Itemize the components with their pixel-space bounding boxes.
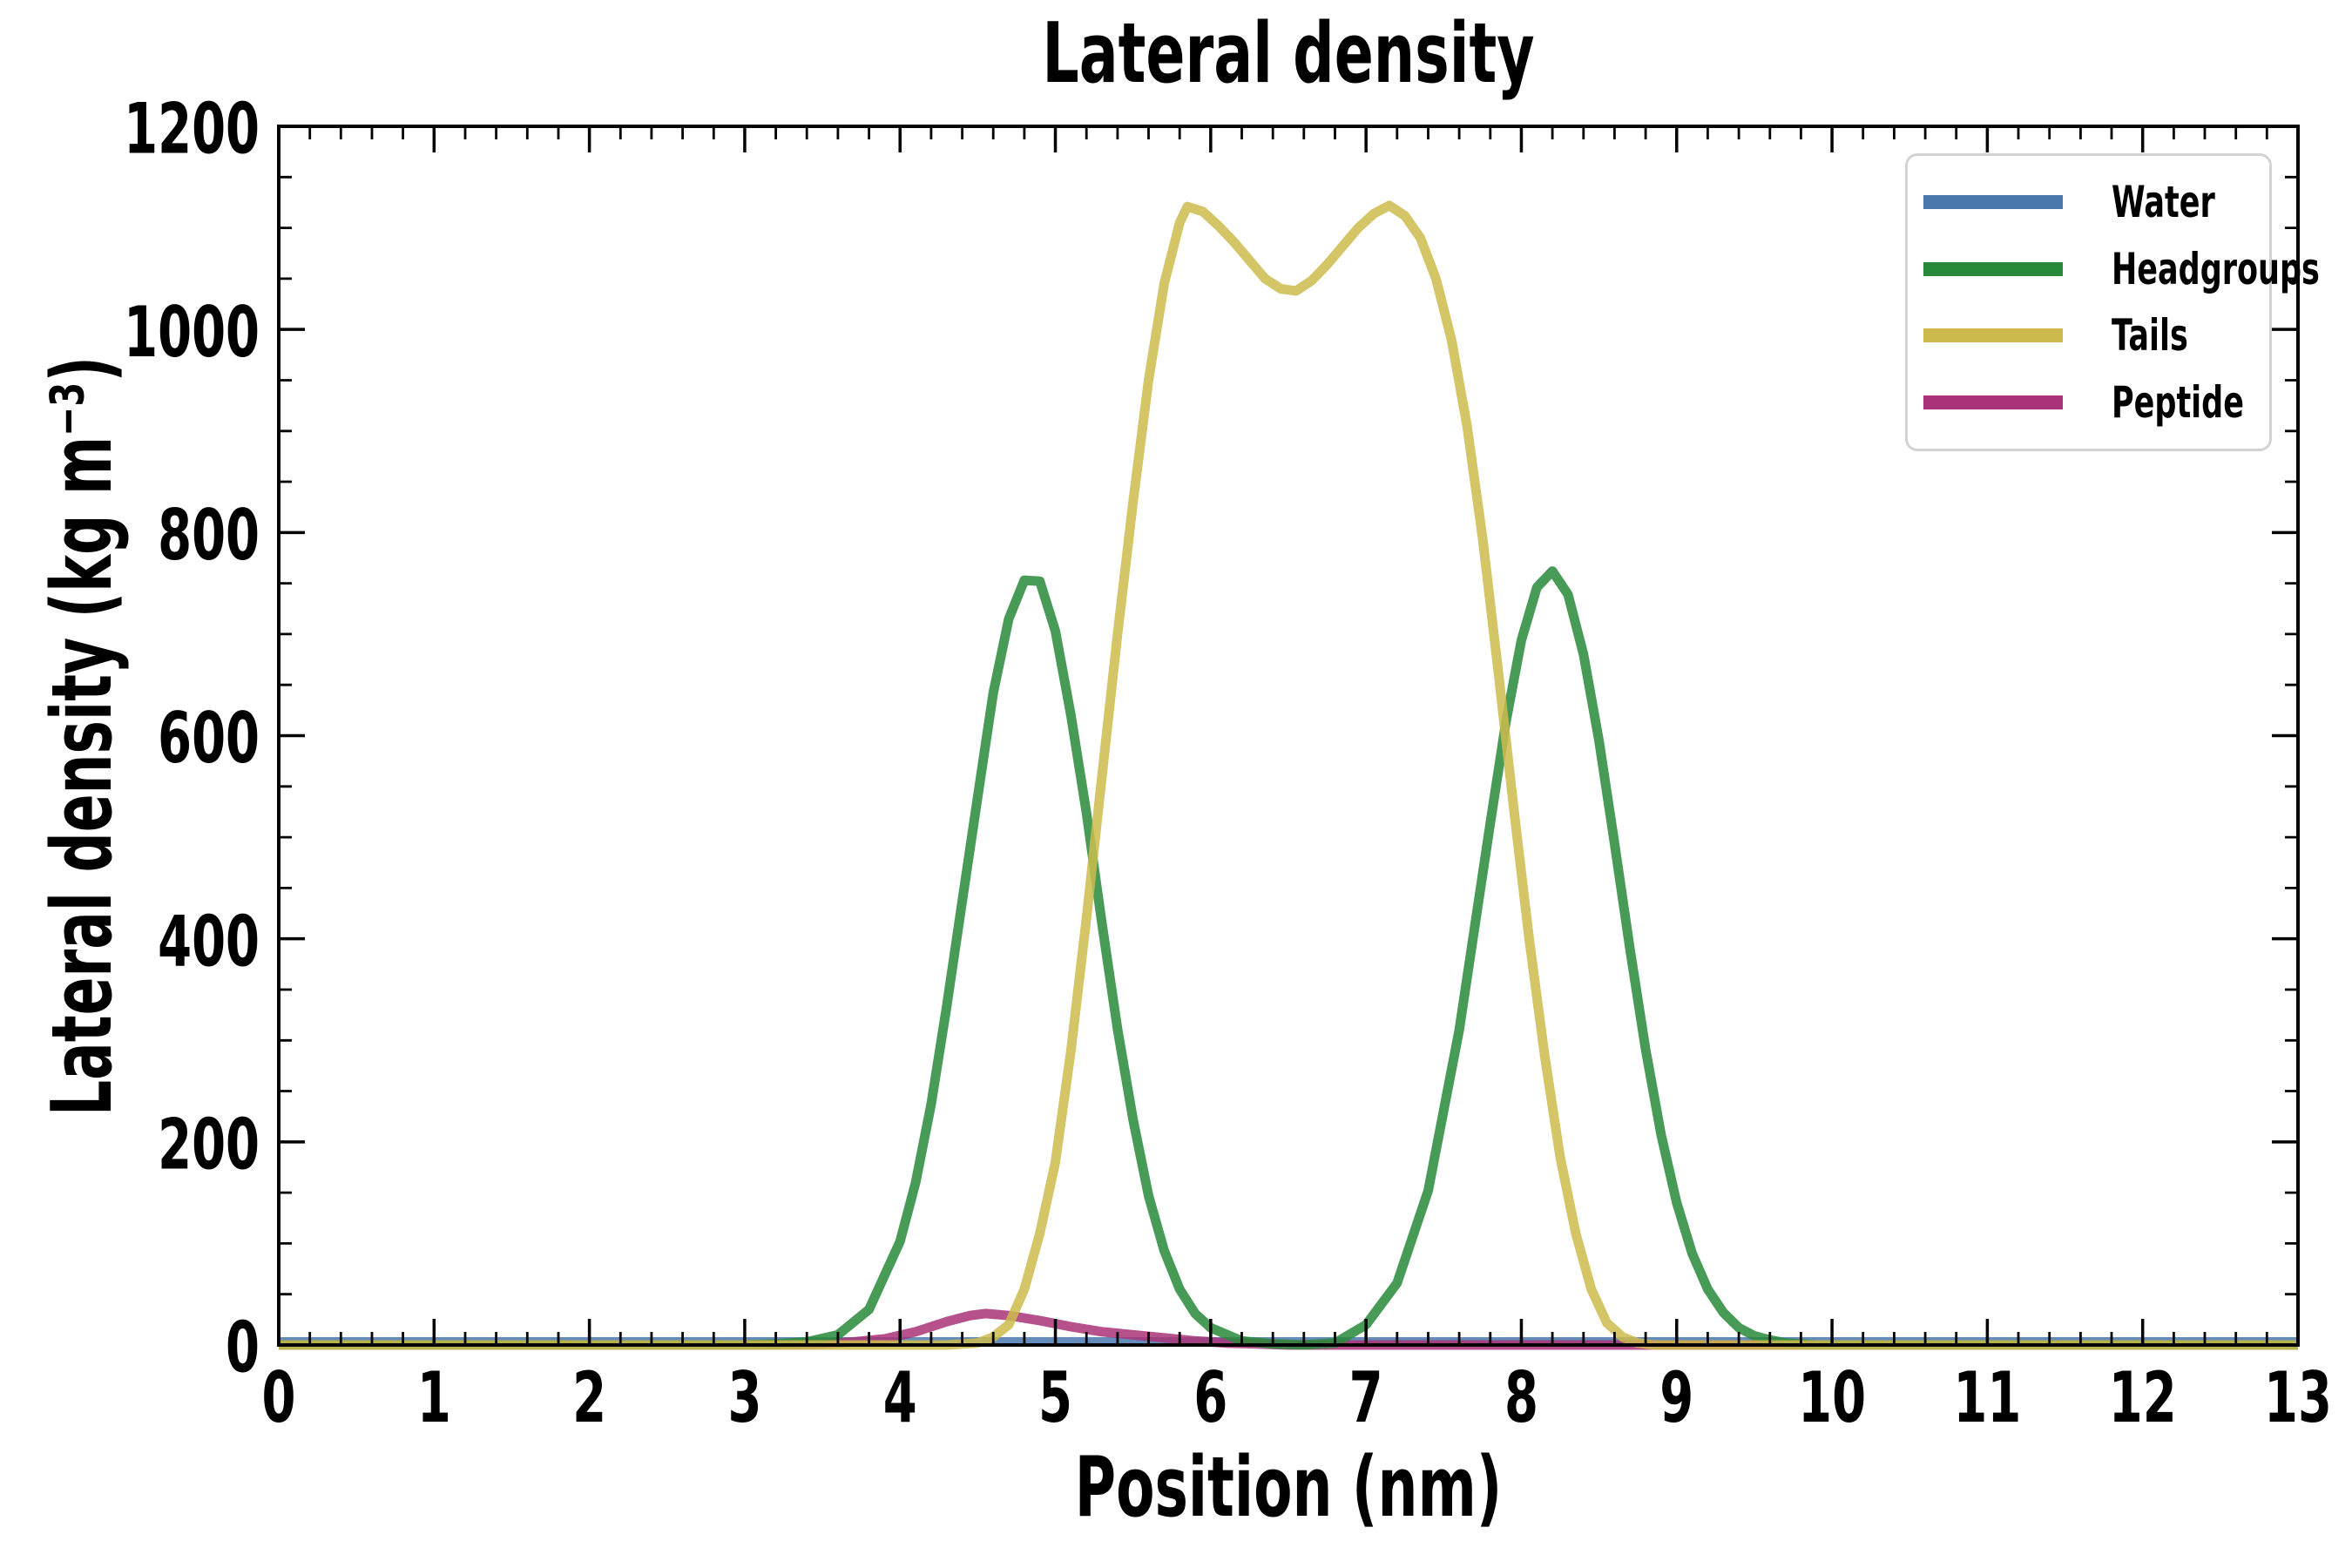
- legend-label-peptide: Peptide: [2112, 376, 2244, 428]
- legend-label-tails: Tails: [2112, 310, 2188, 362]
- water-line-swatch: [1923, 195, 2063, 210]
- y-tick-label: 0: [226, 1308, 260, 1389]
- x-tick-label: 10: [1798, 1358, 1866, 1439]
- y-tick-label: 800: [158, 496, 260, 577]
- x-tick-label: 9: [1659, 1358, 1693, 1439]
- x-tick-label: 8: [1504, 1358, 1538, 1439]
- major-ticks: [277, 125, 2300, 1347]
- x-tick-label: 1: [417, 1358, 451, 1439]
- series-headgroups-line: [279, 566, 2298, 1350]
- legend-item-headgroups: Headgroups: [1923, 244, 2320, 294]
- legend-item-tails: Tails: [1923, 310, 2269, 361]
- x-tick-label: 4: [883, 1358, 917, 1439]
- x-tick-label: 12: [2109, 1358, 2177, 1439]
- y-tick-label: 200: [158, 1105, 260, 1186]
- x-tick-label: 2: [572, 1358, 606, 1439]
- minor-ticks: [279, 126, 2298, 1345]
- chart-title: Lateral density: [1042, 6, 1535, 102]
- x-tick-label: 5: [1038, 1358, 1072, 1439]
- x-axis-label: Position (nm): [1074, 1440, 1503, 1536]
- x-tick-label: 11: [1953, 1358, 2021, 1439]
- y-tick-label: 1200: [124, 90, 260, 171]
- y-tick-label: 400: [158, 902, 260, 983]
- y-tick-label: 1000: [124, 293, 260, 374]
- legend-item-water: Water: [1923, 177, 2269, 227]
- x-tick-label: 3: [727, 1358, 761, 1439]
- legend-label-water: Water: [2112, 177, 2215, 228]
- tails-line-swatch: [1923, 328, 2063, 343]
- x-tick-label: 0: [262, 1358, 296, 1439]
- x-tick-label: 7: [1349, 1358, 1383, 1439]
- x-tick-label: 13: [2264, 1358, 2332, 1439]
- y-tick-label: 600: [158, 699, 260, 780]
- plot-frame: [277, 125, 2300, 1347]
- x-tick-label: 6: [1193, 1358, 1227, 1439]
- peptide-line-swatch: [1923, 395, 2063, 409]
- headgroups-line-swatch: [1923, 261, 2063, 276]
- series-tails-line: [279, 200, 2298, 1350]
- y-axis-label: Lateral density (kg m⁻³): [35, 355, 131, 1117]
- legend: Water Headgroups Tails Peptide: [1905, 153, 2320, 451]
- legend-item-peptide: Peptide: [1923, 377, 2269, 428]
- legend-label-headgroups: Headgroups: [2112, 243, 2320, 294]
